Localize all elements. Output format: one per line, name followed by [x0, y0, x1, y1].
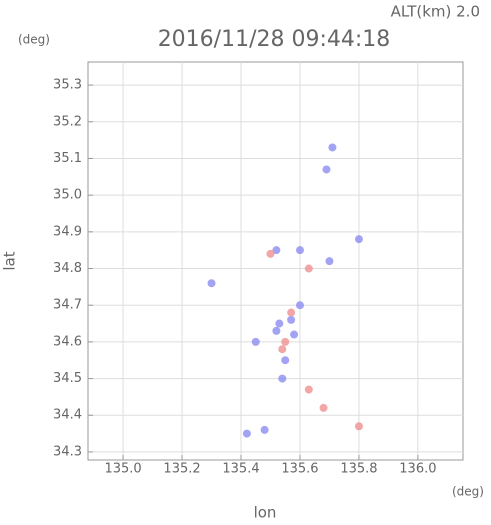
x-tick-label: 135.6 [281, 462, 318, 477]
point [278, 345, 287, 354]
point [304, 385, 313, 394]
point [272, 326, 281, 335]
chart-title: 2016/11/28 09:44:18 [158, 27, 391, 52]
y-axis-label: lat [1, 251, 19, 270]
x-tick-label: 135.8 [340, 462, 377, 477]
x-tick-label: 135.2 [163, 462, 200, 477]
point [287, 315, 296, 324]
point [207, 279, 216, 288]
point [290, 330, 299, 339]
point [295, 246, 304, 255]
point [278, 374, 287, 383]
point [275, 319, 284, 328]
x-axis-label: lon [254, 504, 277, 522]
y-tick-label: 34.8 [53, 261, 82, 276]
point [325, 257, 334, 266]
x-tick-label: 135.4 [222, 462, 259, 477]
x-tick-label: 136.0 [399, 462, 436, 477]
point [319, 403, 328, 412]
y-tick-label: 34.5 [53, 371, 82, 386]
point [295, 301, 304, 310]
y-tick-label: 35.1 [53, 151, 82, 166]
y-tick-label: 34.4 [53, 408, 82, 423]
y-tick-label: 34.9 [53, 224, 82, 239]
y-unit: (deg) [18, 33, 50, 47]
point [287, 308, 296, 317]
point [354, 235, 363, 244]
point [260, 425, 269, 434]
point [251, 337, 260, 346]
plot-frame [87, 61, 464, 461]
y-tick-label: 34.6 [53, 334, 82, 349]
point [304, 264, 313, 273]
y-tick-label: 34.3 [53, 444, 82, 459]
point [281, 337, 290, 346]
point [322, 165, 331, 174]
point [266, 249, 275, 258]
point [272, 246, 281, 255]
point [242, 429, 251, 438]
y-tick-label: 35.2 [53, 114, 82, 129]
subtitle: ALT(km) 2.0 [391, 3, 480, 21]
y-tick-label: 35.0 [53, 188, 82, 203]
x-unit: (deg) [452, 485, 484, 499]
point [281, 356, 290, 365]
point [328, 143, 337, 152]
x-tick-label: 135.0 [104, 462, 141, 477]
point [354, 422, 363, 431]
y-tick-label: 35.3 [53, 78, 82, 93]
y-tick-label: 34.7 [53, 298, 82, 313]
